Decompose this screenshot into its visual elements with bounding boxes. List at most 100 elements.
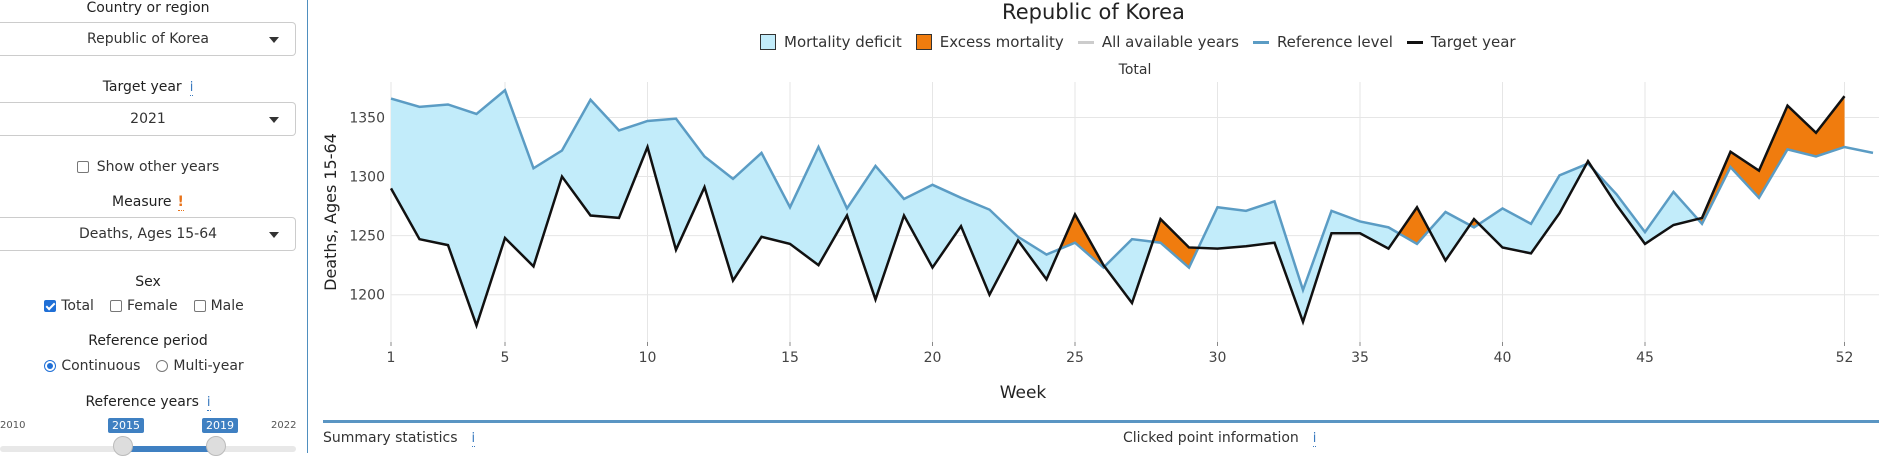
sidebar: Country or region Republic of Korea Targ…: [0, 0, 307, 456]
x-tick-label: 45: [1636, 350, 1654, 366]
deficit-area: [875, 165, 904, 300]
x-tick-label: 35: [1351, 350, 1369, 366]
reference-years-slider-range: [123, 446, 216, 452]
slider-max-label: 2022: [271, 420, 297, 431]
deficit-area: [733, 152, 762, 281]
all-years-line-swatch: [1077, 40, 1094, 44]
slider-from-badge: 2015: [108, 418, 144, 433]
deficit-area: [1531, 175, 1560, 254]
sex-option-total[interactable]: Total: [44, 298, 94, 314]
sex-label: Sex: [135, 274, 161, 290]
summary-info-icon[interactable]: i: [471, 431, 476, 447]
x-axis-title: Week: [1000, 383, 1047, 403]
country-value: Republic of Korea: [87, 31, 209, 47]
reference-period-options: Continuous Multi-year: [0, 358, 296, 374]
deficit-area: [1303, 210, 1332, 322]
target-year-info-icon[interactable]: i: [189, 80, 194, 96]
x-tick-label: 40: [1494, 350, 1512, 366]
target-year-label: Target year i: [102, 79, 194, 96]
deficit-area: [505, 90, 534, 267]
page-title: Republic of Korea: [1002, 0, 1185, 24]
deficit-area: [1445, 212, 1470, 261]
x-tick-label: 1: [387, 350, 396, 366]
reference-level-line: [390, 88, 1874, 294]
measure-select[interactable]: Deaths, Ages 15-64: [0, 217, 296, 251]
deficit-area: [961, 197, 990, 295]
slider-from-handle[interactable]: [113, 436, 133, 456]
ref-period-multi-year[interactable]: Multi-year: [156, 358, 244, 374]
deficit-area: [562, 99, 591, 216]
excess-area: [1730, 151, 1759, 198]
target-year-select[interactable]: 2021: [0, 102, 296, 136]
sex-total-checkbox[interactable]: [44, 300, 57, 312]
panel-title: Total: [1118, 62, 1152, 78]
multi-year-radio[interactable]: [156, 360, 169, 372]
deficit-area: [1246, 201, 1275, 247]
measure-warning-icon[interactable]: !: [177, 194, 184, 211]
legend-item-reference[interactable]: Reference level: [1252, 33, 1393, 51]
x-tick-label: 20: [924, 350, 942, 366]
show-other-years-checkbox[interactable]: [76, 161, 89, 173]
deficit-area: [1331, 210, 1360, 234]
ref-period-continuous[interactable]: Continuous: [44, 358, 140, 374]
excess-area: [1417, 207, 1430, 244]
sex-female-checkbox[interactable]: [109, 300, 122, 312]
legend-item-target[interactable]: Target year: [1406, 33, 1516, 51]
reference-years-label: Reference years i: [85, 394, 211, 411]
slider-to-handle[interactable]: [206, 436, 226, 456]
deficit-area: [647, 118, 676, 250]
chevron-down-icon: [269, 232, 279, 238]
x-tick-label: 30: [1209, 350, 1227, 366]
y-tick-label: 1200: [349, 288, 385, 304]
deficit-area: [619, 121, 648, 218]
sex-option-male[interactable]: Male: [193, 298, 244, 314]
reference-period-label: Reference period: [88, 333, 208, 349]
y-tick-label: 1250: [349, 229, 385, 245]
y-tick-label: 1350: [349, 110, 385, 126]
country-label: Country or region: [86, 0, 210, 16]
deficit-area: [1478, 208, 1503, 248]
deficit-area: [476, 90, 505, 326]
deficit-area: [932, 184, 961, 268]
sex-male-checkbox[interactable]: [193, 300, 206, 312]
continuous-radio[interactable]: [44, 360, 57, 372]
show-other-years-label: Show other years: [96, 159, 220, 175]
slider-min-label: 2010: [0, 420, 26, 431]
chevron-down-icon: [269, 117, 279, 123]
deficit-swatch: [760, 34, 776, 50]
excess-area: [1160, 219, 1189, 268]
sex-options: Total Female Male: [0, 298, 296, 314]
chevron-down-icon: [269, 37, 279, 43]
deficit-area: [533, 150, 562, 267]
target-line-swatch: [1406, 40, 1423, 44]
excess-swatch: [915, 34, 932, 50]
target-year-value: 2021: [130, 111, 166, 127]
x-tick-label: 10: [639, 350, 657, 366]
x-tick-label: 25: [1066, 350, 1084, 366]
sex-option-female[interactable]: Female: [109, 298, 178, 314]
legend-item-excess[interactable]: Excess mortality: [915, 33, 1064, 51]
deficit-area: [1616, 194, 1645, 244]
country-select[interactable]: Republic of Korea: [0, 22, 296, 56]
panel-separator: [323, 420, 1879, 423]
legend-item-deficit[interactable]: Mortality deficit: [760, 33, 902, 51]
measure-label: Measure!: [112, 194, 184, 211]
x-tick-label: 5: [501, 350, 510, 366]
deficit-area: [448, 104, 477, 326]
deficit-area: [1217, 207, 1246, 249]
deficit-area: [818, 147, 847, 266]
deficit-area: [419, 104, 448, 246]
deficit-area: [1360, 221, 1389, 249]
deficit-area: [1502, 208, 1531, 254]
reference-years-info-icon[interactable]: i: [206, 395, 211, 411]
legend-item-all-years[interactable]: All available years: [1077, 33, 1239, 51]
target-year-line: [389, 95, 1846, 330]
deficit-area: [1104, 239, 1132, 303]
summary-statistics-label: Summary statistics i: [323, 430, 476, 447]
deficit-area: [1046, 249, 1060, 280]
chart-legend: Mortality deficit Excess mortality All a…: [760, 33, 1516, 51]
show-other-years-row: Show other years: [0, 159, 296, 175]
deficit-area: [790, 147, 819, 266]
clicked-point-info-icon[interactable]: i: [1312, 431, 1317, 447]
